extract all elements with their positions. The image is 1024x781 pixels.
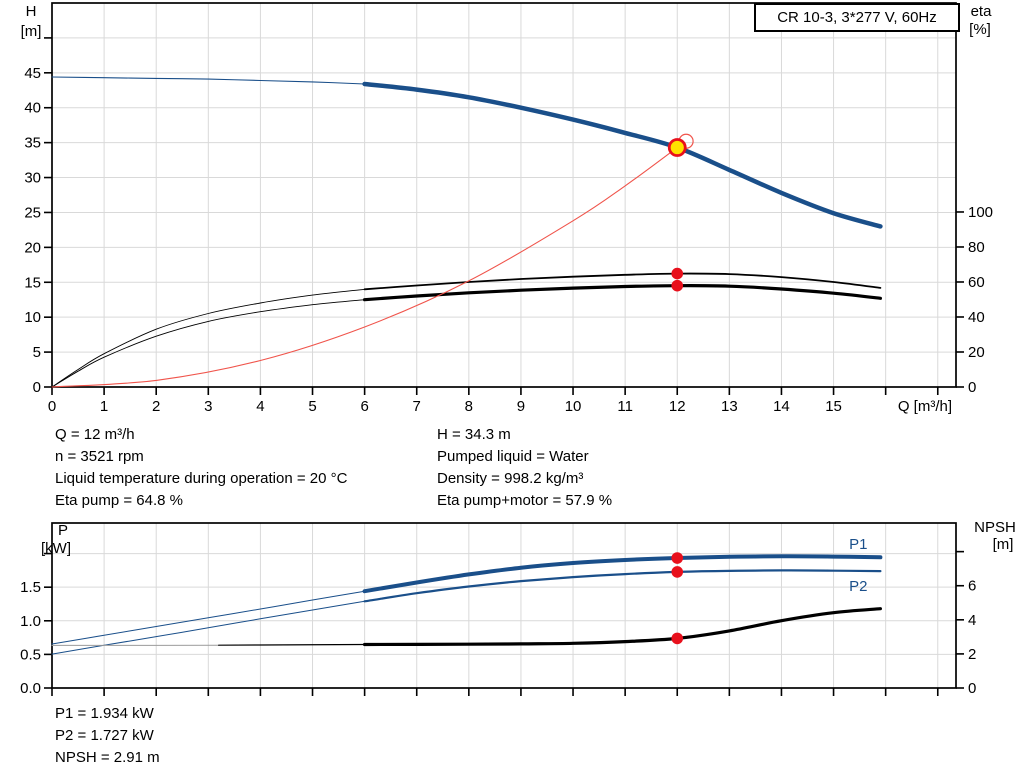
y-left-axis-label: [m] <box>21 23 42 40</box>
system-curve <box>51 146 678 388</box>
annotation-line: Eta pump+motor = 57.9 % <box>437 492 613 509</box>
x-tick-label: 1 <box>100 398 108 415</box>
x-tick-label: 8 <box>465 398 473 415</box>
y-right-tick-label: 60 <box>968 274 985 291</box>
y-right-axis-label: NPSH <box>974 519 1016 536</box>
y-right-tick-label: 2 <box>968 646 976 663</box>
operating-point-dot <box>671 267 684 280</box>
y-left-tick-label: 0.5 <box>20 646 41 663</box>
series-label-p1: P1 <box>849 536 867 553</box>
y-left-tick-label: 10 <box>24 309 41 326</box>
pump-qh-curve <box>51 76 366 85</box>
y-right-tick-label: 80 <box>968 239 985 256</box>
y-right-tick-label: 20 <box>968 344 985 361</box>
x-tick-label: 6 <box>360 398 368 415</box>
duty-point-marker[interactable] <box>667 138 687 157</box>
annotation-line: Liquid temperature during operation = 20… <box>55 470 348 487</box>
y-right-axis-label: eta <box>971 3 993 20</box>
y-left-axis-label: H <box>26 3 37 20</box>
p1-curve <box>51 590 366 645</box>
x-tick-label: 13 <box>721 398 738 415</box>
y-left-tick-label: 0.0 <box>20 680 41 697</box>
npsh-curve <box>218 643 366 646</box>
y-right-tick-label: 40 <box>968 309 985 326</box>
y-right-axis-label: [%] <box>969 21 991 38</box>
p2-curve <box>363 569 882 603</box>
y-left-axis-label: [kW] <box>41 540 71 557</box>
y-left-tick-label: 25 <box>24 204 41 221</box>
operating-point-dot <box>671 566 684 578</box>
duty-annotation-right: H = 34.3 m Pumped liquid = Water Density =… <box>437 424 612 512</box>
y-left-tick-label: 45 <box>24 65 41 82</box>
x-tick-label: 3 <box>204 398 212 415</box>
x-tick-label: 15 <box>825 398 842 415</box>
annotation-line: Pumped liquid = Water <box>437 448 589 465</box>
x-tick-label: 4 <box>256 398 264 415</box>
y-right-tick-label: 0 <box>968 680 976 697</box>
duty-annotation-left: Q = 12 m³/h n = 3521 rpm Liquid temperatur… <box>55 424 347 512</box>
power-npsh-chart-plot-area[interactable] <box>51 522 957 689</box>
x-tick-label: 9 <box>517 398 525 415</box>
annotation-line: H = 34.3 m <box>437 426 511 443</box>
y-right-axis-label: [m] <box>993 536 1014 553</box>
qh-chart: 0 1 2 3 4 5 6 7 8 9 10 11 12 13 14 15051015202530354045… <box>21 2 993 415</box>
operating-point-dot <box>671 279 684 292</box>
qh-chart-plot-area[interactable] <box>51 2 957 388</box>
pump-title-box: CR 10-3, 3*277 V, 60Hz <box>754 3 960 32</box>
y-left-tick-label: 20 <box>24 239 41 256</box>
eta-pump-motor-curve <box>363 284 882 302</box>
x-tick-label: 11 <box>617 398 633 415</box>
y-left-axis-label: P <box>58 522 68 539</box>
x-tick-label: 5 <box>308 398 316 415</box>
x-tick-label: 10 <box>565 398 582 415</box>
y-right-tick-label: 100 <box>968 204 993 221</box>
y-left-tick-label: 35 <box>24 135 41 152</box>
x-tick-label: 14 <box>773 398 790 415</box>
annotation-line: Q = 12 m³/h <box>55 426 135 443</box>
y-left-tick-label: 5 <box>33 344 41 361</box>
y-right-tick-label: 4 <box>968 612 976 629</box>
y-left-tick-label: 30 <box>24 170 41 187</box>
p1-curve <box>362 554 883 594</box>
y-left-tick-label: 1.0 <box>20 613 41 630</box>
npsh-curve <box>363 607 882 647</box>
x-axis-label: Q [m³/h] <box>898 398 952 415</box>
eta-pump-curve <box>363 272 882 291</box>
annotation-line: Eta pump = 64.8 % <box>55 492 183 509</box>
annotation-line: n = 3521 rpm <box>55 448 144 465</box>
annotation-line: P1 = 1.934 kW <box>55 705 154 722</box>
x-tick-label: 0 <box>48 398 56 415</box>
eta-pump-curve <box>51 288 366 388</box>
x-tick-label: 2 <box>152 398 160 415</box>
annotation-line: Density = 998.2 kg/m³ <box>437 470 584 487</box>
y-left-tick-label: 0 <box>33 379 41 396</box>
operating-point-dot <box>671 632 684 645</box>
operating-point-dot <box>671 552 684 564</box>
power-annotation: P1 = 1.934 kW P2 = 1.727 kW NPSH = 2.91 m <box>55 703 160 769</box>
y-right-tick-label: 0 <box>968 379 976 396</box>
annotation-line: NPSH = 2.91 m <box>55 749 160 766</box>
pump-qh-curve <box>362 81 883 229</box>
y-left-tick-label: 15 <box>24 274 41 291</box>
y-left-tick-label: 40 <box>24 100 41 117</box>
annotation-line: P2 = 1.727 kW <box>55 727 154 744</box>
eta-pump-motor-curve <box>51 299 366 388</box>
y-left-tick-label: 1.5 <box>20 579 41 596</box>
power-npsh-chart: 0.0 0.5 1.0 1.5 0 2 4 6 P[kW] NPSH[m] P1 P2 <box>20 519 1016 697</box>
series-label-p2: P2 <box>849 578 867 595</box>
x-tick-label: 12 <box>669 398 686 415</box>
x-tick-label: 7 <box>413 398 421 415</box>
y-right-tick-label: 6 <box>968 578 976 595</box>
